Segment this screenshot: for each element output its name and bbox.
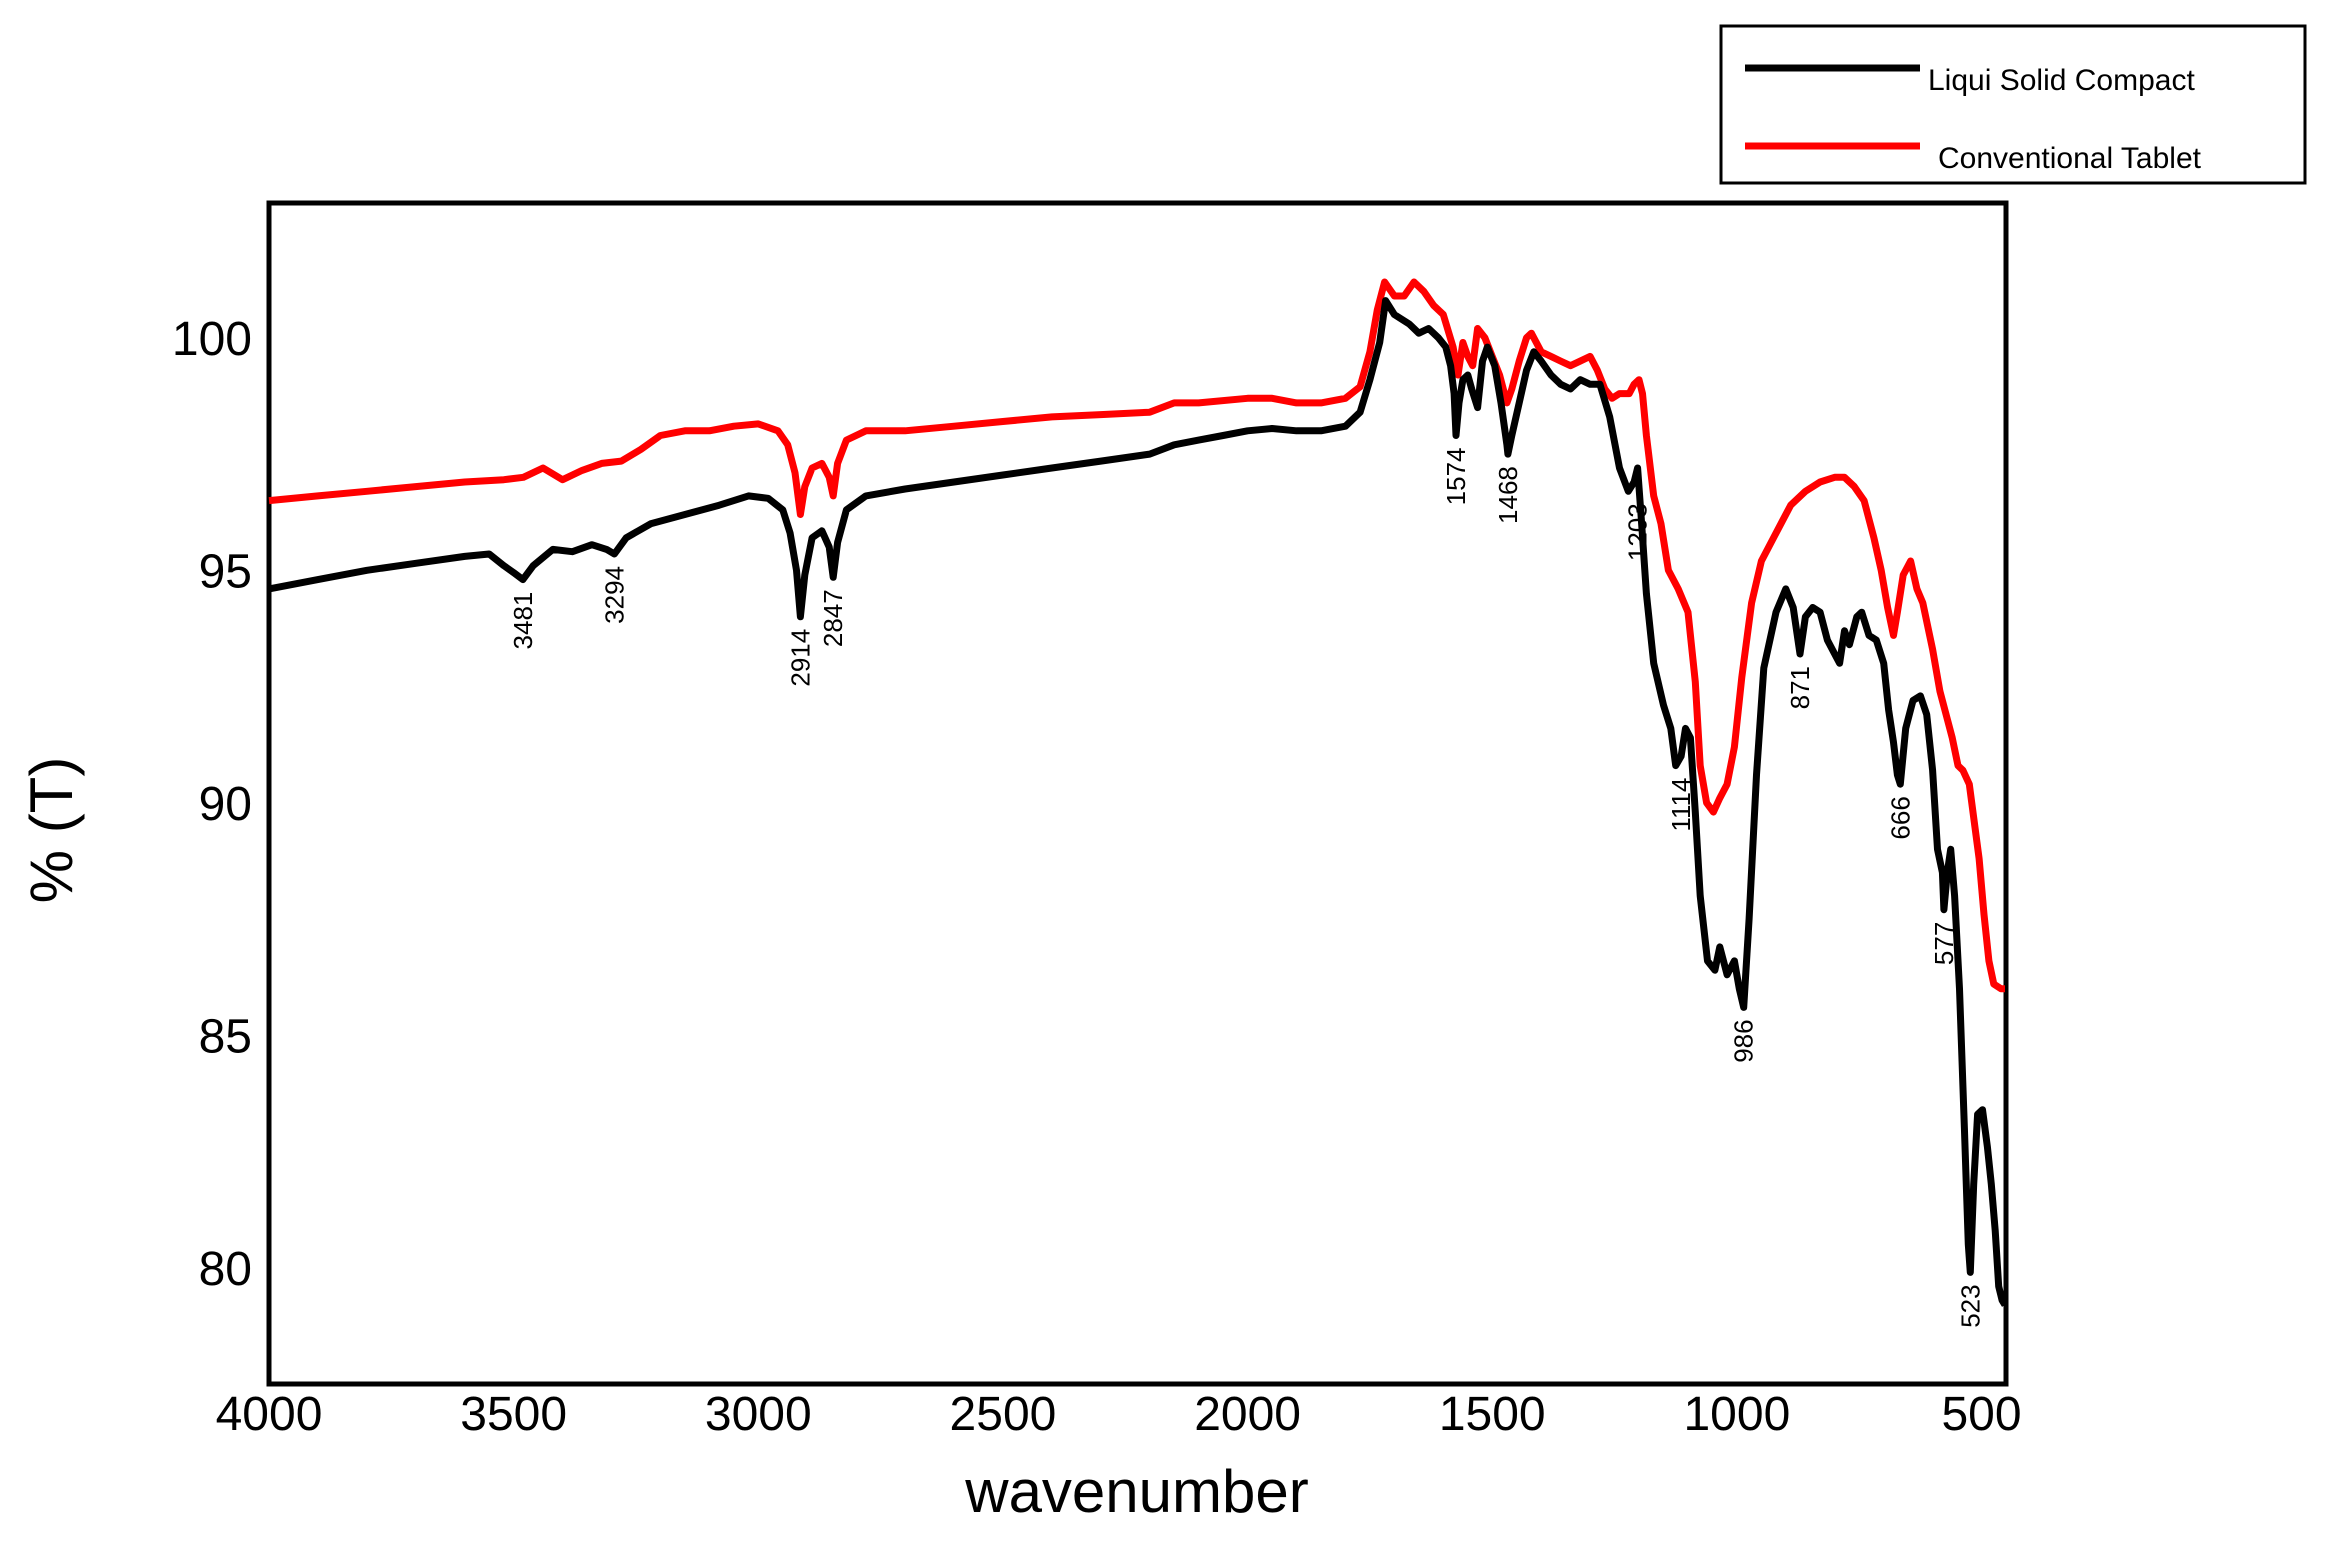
- legend-label-liqui-solid: Liqui Solid Compact: [1928, 64, 2195, 97]
- series-layer: [268, 278, 2008, 1307]
- peak-label: 2914: [785, 629, 815, 687]
- legend-box: [1719, 24, 2307, 185]
- peak-label: 3294: [599, 566, 629, 624]
- series-line-liqui-solid: [268, 297, 2008, 1307]
- peak-label: 986: [1729, 1019, 1759, 1062]
- x-tick-label: 1500: [1439, 1388, 1546, 1441]
- peak-label: 871: [1785, 666, 1815, 709]
- y-tick-label: 100: [172, 313, 252, 366]
- peak-label: 1574: [1441, 448, 1471, 506]
- plot-frame: [266, 200, 2009, 1387]
- peak-label: 2847: [818, 589, 848, 647]
- peak-label: 1114: [1666, 778, 1696, 832]
- peak-label: 3481: [508, 592, 538, 650]
- peak-label: 666: [1885, 796, 1915, 839]
- x-tick-label: 500: [1941, 1388, 2021, 1441]
- x-tick-label: 3500: [460, 1388, 567, 1441]
- x-tick-label: 1000: [1683, 1388, 1790, 1441]
- y-axis-title: % (T): [18, 757, 85, 904]
- y-tick-label: 85: [199, 1010, 252, 1063]
- x-tick-label: 2000: [1194, 1388, 1301, 1441]
- peak-label: 523: [1955, 1284, 1985, 1327]
- x-tick-label: 2500: [950, 1388, 1057, 1441]
- y-tick-label: 90: [199, 778, 252, 831]
- y-tick-label: 95: [199, 545, 252, 598]
- peak-label: 1203: [1623, 503, 1653, 561]
- x-tick-label: 3000: [705, 1388, 812, 1441]
- tick-layer: 4000 3500 3000 2500 2000 1500 1000 500 80 85 90 95 1…: [172, 313, 2022, 1441]
- series-line-conventional: [268, 278, 2005, 993]
- peak-label: 577: [1929, 922, 1959, 965]
- y-tick-label: 80: [199, 1243, 252, 1296]
- x-tick-label: 4000: [216, 1388, 323, 1441]
- x-axis-title: wavenumber: [964, 1458, 1309, 1525]
- legend-label-conventional: Conventional Tablet: [1938, 142, 2202, 175]
- legend: Liqui Solid Compact Conventional Tablet: [1719, 24, 2307, 185]
- peak-label: 1468: [1493, 466, 1523, 524]
